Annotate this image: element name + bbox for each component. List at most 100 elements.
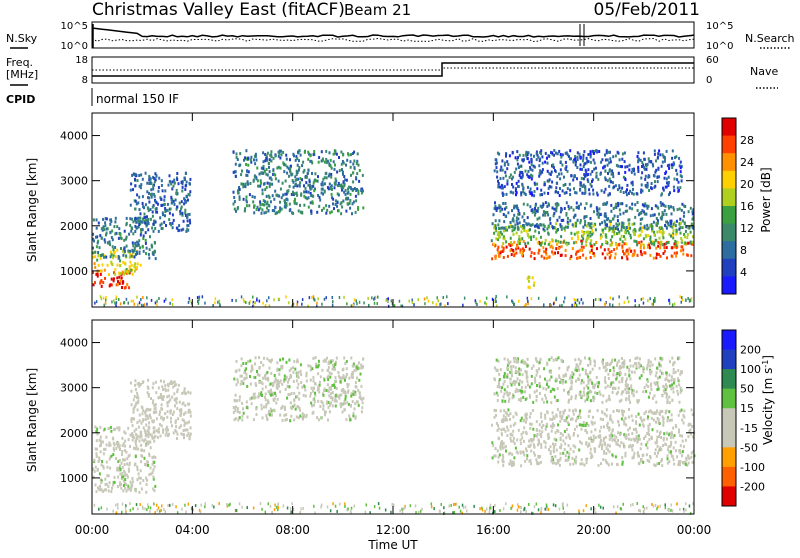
power-cell bbox=[502, 242, 504, 245]
velocity-cell bbox=[344, 398, 346, 401]
velocity-cell bbox=[338, 375, 340, 378]
velocity-cell bbox=[340, 393, 342, 396]
velocity-cell bbox=[520, 439, 522, 442]
power-cell bbox=[140, 298, 142, 301]
velocity-cell bbox=[546, 410, 548, 413]
power-cell bbox=[114, 220, 116, 223]
power-cell bbox=[112, 256, 114, 259]
power-cell bbox=[413, 303, 415, 306]
velocity-cell bbox=[534, 454, 536, 457]
velocity-cell bbox=[264, 374, 266, 377]
velocity-cell bbox=[662, 416, 664, 419]
power-cell bbox=[507, 163, 509, 166]
velocity-cell bbox=[108, 441, 110, 444]
velocity-cell bbox=[504, 388, 506, 391]
power-cell bbox=[100, 280, 102, 283]
power-cell bbox=[305, 187, 307, 190]
power-cell bbox=[296, 192, 298, 195]
power-cell bbox=[644, 225, 646, 228]
power-cell bbox=[158, 177, 160, 180]
power-cell bbox=[303, 190, 305, 193]
power-cell bbox=[142, 246, 144, 249]
power-cell bbox=[684, 221, 686, 224]
velocity-cell bbox=[251, 402, 253, 405]
power-cell bbox=[323, 207, 325, 210]
velocity-cell bbox=[640, 443, 642, 446]
power-cell bbox=[624, 242, 626, 245]
power-cell bbox=[325, 204, 327, 207]
power-cell bbox=[176, 178, 178, 181]
power-cell bbox=[605, 188, 607, 191]
velocity-cell bbox=[669, 385, 671, 388]
power-cell bbox=[555, 186, 557, 189]
velocity-cell bbox=[245, 373, 247, 376]
velocity-cell bbox=[332, 391, 334, 394]
power-cell bbox=[181, 200, 183, 203]
power-cell bbox=[633, 240, 635, 243]
velocity-cell bbox=[239, 399, 241, 402]
nsky-trace bbox=[92, 28, 694, 37]
velocity-cell bbox=[614, 439, 616, 442]
power-cell bbox=[273, 198, 275, 201]
power-cell bbox=[672, 149, 674, 152]
velocity-cell bbox=[344, 391, 346, 394]
power-cell bbox=[534, 214, 536, 217]
power-cell bbox=[648, 157, 650, 160]
velocity-cell bbox=[587, 364, 589, 367]
power-cell bbox=[140, 183, 142, 186]
power-cell bbox=[555, 191, 557, 194]
power-cell bbox=[129, 250, 131, 253]
velocity-cell bbox=[319, 405, 321, 408]
power-cell bbox=[244, 207, 246, 210]
velocity-cell bbox=[276, 369, 278, 372]
power-cell bbox=[111, 300, 113, 303]
velocity-cell bbox=[692, 413, 694, 416]
power-cell bbox=[317, 194, 319, 197]
power-cell bbox=[314, 172, 316, 175]
velocity-cell bbox=[349, 418, 351, 421]
power-cell bbox=[330, 159, 332, 162]
velocity-cell bbox=[560, 452, 562, 455]
velocity-cell bbox=[293, 404, 295, 407]
power-cell bbox=[357, 208, 359, 211]
power-cell bbox=[564, 207, 566, 210]
velocity-cell bbox=[601, 410, 603, 413]
velocity-cell bbox=[608, 395, 610, 398]
power-cell bbox=[628, 168, 630, 171]
power-cell bbox=[399, 300, 401, 303]
velocity-cell bbox=[293, 380, 295, 383]
velocity-cell bbox=[150, 446, 152, 449]
power-y-tick-label: 2000 bbox=[60, 220, 88, 233]
velocity-cell bbox=[506, 434, 508, 437]
power-cell bbox=[332, 198, 334, 201]
power-cell bbox=[352, 188, 354, 191]
velocity-cell bbox=[97, 486, 99, 489]
power-cell bbox=[615, 154, 617, 157]
power-cell bbox=[679, 218, 681, 221]
power-cell bbox=[98, 264, 100, 267]
velocity-cell bbox=[589, 363, 591, 366]
power-cell bbox=[641, 253, 643, 256]
velocity-cell bbox=[551, 418, 553, 421]
power-cell bbox=[368, 304, 370, 307]
power-cell bbox=[104, 277, 106, 280]
velocity-cell bbox=[162, 388, 164, 391]
power-cell bbox=[172, 303, 174, 306]
velocity-cell bbox=[175, 419, 177, 422]
power-cell bbox=[104, 221, 106, 224]
velocity-cell bbox=[136, 436, 138, 439]
power-cell bbox=[563, 176, 565, 179]
velocity-cell bbox=[662, 424, 664, 427]
nsky-label: N.Sky bbox=[6, 32, 38, 45]
velocity-cell bbox=[529, 386, 531, 389]
velocity-cell bbox=[594, 384, 596, 387]
power-cell bbox=[596, 172, 598, 175]
velocity-cell bbox=[356, 400, 358, 403]
power-cell bbox=[529, 205, 531, 208]
power-cell bbox=[495, 257, 497, 260]
velocity-cell bbox=[266, 357, 268, 360]
power-cell bbox=[518, 300, 520, 303]
power-cell bbox=[143, 216, 145, 219]
power-cell bbox=[344, 178, 346, 181]
velocity-cell bbox=[148, 426, 150, 429]
